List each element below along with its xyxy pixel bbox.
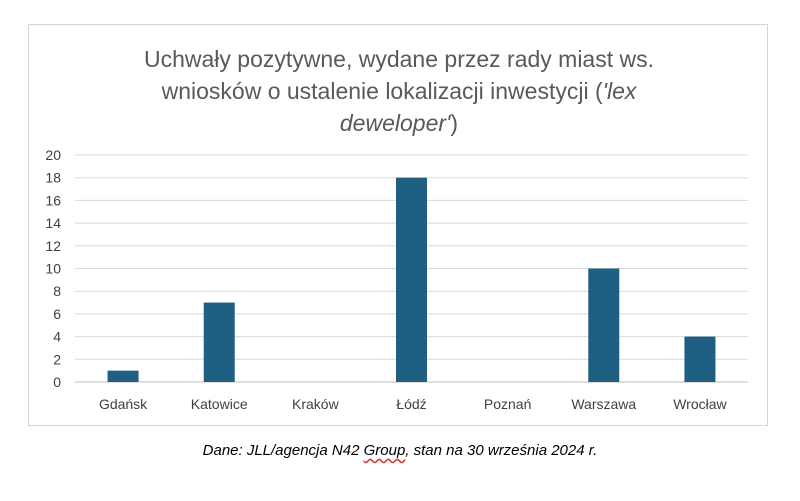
chart-title-line-2-text: wniosków o ustalenie lokalizacji inwesty… — [161, 78, 603, 104]
y-tick-label: 0 — [53, 374, 61, 390]
y-tick-label: 10 — [45, 261, 61, 277]
chart-title-line-3-italic: deweloper' — [339, 110, 451, 136]
y-tick-label: 6 — [53, 306, 61, 322]
source-note-text: Dane: JLL/agencja N42 — [202, 442, 364, 459]
bar — [684, 336, 716, 382]
bar — [396, 177, 427, 382]
y-tick-label: 16 — [45, 192, 61, 208]
y-tick-label: 4 — [53, 329, 61, 345]
y-tick-label: 8 — [53, 283, 61, 299]
bar — [588, 268, 620, 382]
x-tick-label: Poznań — [484, 396, 531, 412]
source-note-flagged-word: Group — [363, 442, 406, 459]
y-tick-label: 14 — [45, 215, 61, 231]
x-tick-label: Kraków — [292, 396, 340, 412]
bar — [107, 370, 139, 382]
chart-title-line-3-text: ) — [450, 110, 459, 136]
source-note-text-end: , stan na 30 września 2024 r. — [405, 442, 598, 459]
x-tick-label: Gdańsk — [99, 396, 148, 412]
y-tick-label: 2 — [53, 351, 61, 367]
y-tick-label: 18 — [45, 170, 61, 186]
y-tick-label: 12 — [45, 238, 61, 254]
x-tick-label: Katowice — [191, 396, 248, 412]
x-tick-label: Wrocław — [673, 396, 727, 412]
chart-title-line-1: Uchwały pozytywne, wydane przez rady mia… — [143, 46, 655, 72]
source-note: Dane: JLL/agencja N42 Group, stan na 30 … — [0, 442, 800, 459]
chart-title-line-2: wniosków o ustalenie lokalizacji inwesty… — [99, 75, 699, 107]
chart-title-line-2-italic: 'lex — [602, 78, 637, 104]
y-tick-label: 20 — [45, 147, 61, 163]
chart-title: Uchwały pozytywne, wydane przez rady mia… — [99, 43, 699, 139]
chart-title-line-3: deweloper') — [99, 107, 699, 139]
x-tick-label: Warszawa — [571, 396, 636, 412]
bar — [203, 302, 235, 382]
x-tick-label: Łódź — [396, 396, 426, 412]
